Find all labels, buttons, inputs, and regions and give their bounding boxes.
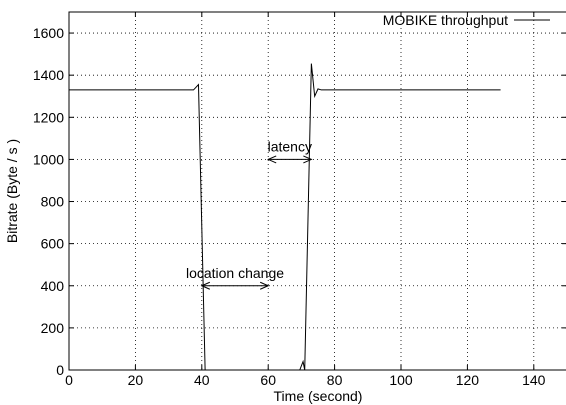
y-tick-label: 400: [41, 278, 65, 294]
series-layer: [69, 63, 501, 371]
x-tick-label: 20: [128, 372, 144, 388]
y-tick-label: 0: [56, 362, 64, 378]
x-tick-label: 120: [456, 372, 480, 388]
x-tick-label: 0: [65, 372, 73, 388]
annotation-latency: latency: [266, 138, 313, 164]
arrow-head: [200, 281, 211, 290]
arrow-head: [259, 281, 270, 290]
annotation-location-change: location change: [186, 265, 284, 290]
x-tick-label: 40: [194, 372, 210, 388]
y-tick-label: 600: [41, 236, 65, 252]
y-tick-label: 1400: [33, 67, 64, 83]
y-tick-label: 800: [41, 194, 65, 210]
y-tick-label: 1200: [33, 109, 64, 125]
y-tick-label: 200: [41, 320, 65, 336]
grid: [69, 12, 566, 370]
arrow-head: [303, 155, 313, 164]
y-axis-title: Bitrate (Byte / s ): [4, 139, 20, 243]
plot-frame: [68, 11, 566, 371]
x-tick-label: 140: [522, 372, 546, 388]
annotation-label: latency: [268, 138, 312, 154]
y-tick-label: 1000: [33, 151, 64, 167]
x-tick-label: 80: [327, 372, 343, 388]
annotations: location change latency: [186, 138, 313, 290]
series-line-mobike-throughput: [69, 63, 501, 371]
arrow-head: [266, 155, 277, 164]
y-tick-label: 1600: [33, 25, 64, 41]
axis-ticks: 0 20 40 60 80 100 120 1400200400600800100012001…: [33, 12, 566, 388]
x-tick-label: 100: [389, 372, 413, 388]
legend-label: MOBIKE throughput: [383, 12, 508, 28]
x-axis-title: Time (second): [274, 388, 363, 404]
x-tick-label: 60: [260, 372, 276, 388]
legend: MOBIKE throughput: [383, 12, 550, 28]
annotation-label: location change: [186, 265, 284, 281]
